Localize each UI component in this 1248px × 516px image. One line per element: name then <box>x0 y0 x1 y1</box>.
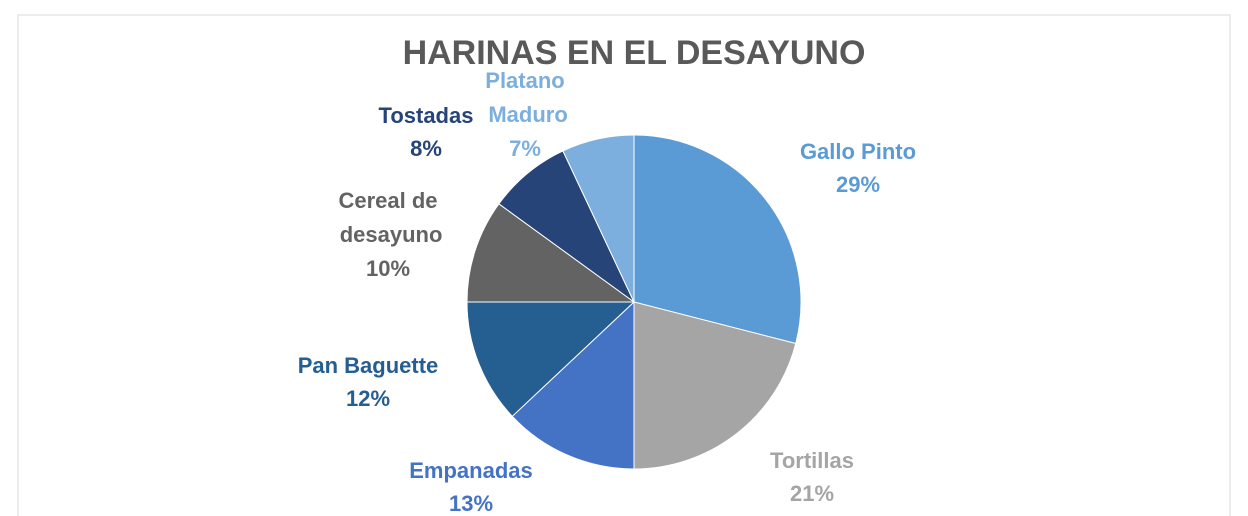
data-label: 12% <box>346 386 390 411</box>
category-label: Gallo Pinto <box>800 139 916 164</box>
category-label: Platano Maduro <box>482 68 568 127</box>
category-label: Tostadas <box>379 103 474 128</box>
data-label: 10% <box>366 256 410 281</box>
category-label: Pan Baguette <box>298 353 439 378</box>
category-label: Tortillas <box>770 448 854 473</box>
category-label: Empanadas <box>409 458 533 483</box>
pie-slice <box>633 134 802 345</box>
pie-slice <box>466 301 636 418</box>
pie-slice <box>511 300 635 470</box>
pie-slice <box>633 301 797 470</box>
category-label: Cereal de desayuno <box>334 188 443 247</box>
pie-slice <box>562 134 635 303</box>
data-label: 7% <box>509 136 541 161</box>
data-label: 8% <box>410 136 442 161</box>
chart-border <box>17 14 1231 516</box>
data-label: 13% <box>449 491 493 516</box>
data-label: 21% <box>790 481 834 506</box>
data-label: 29% <box>836 172 880 197</box>
pie-slice <box>466 203 636 303</box>
chart-title: HARINAS EN EL DESAYUNO <box>403 34 866 72</box>
